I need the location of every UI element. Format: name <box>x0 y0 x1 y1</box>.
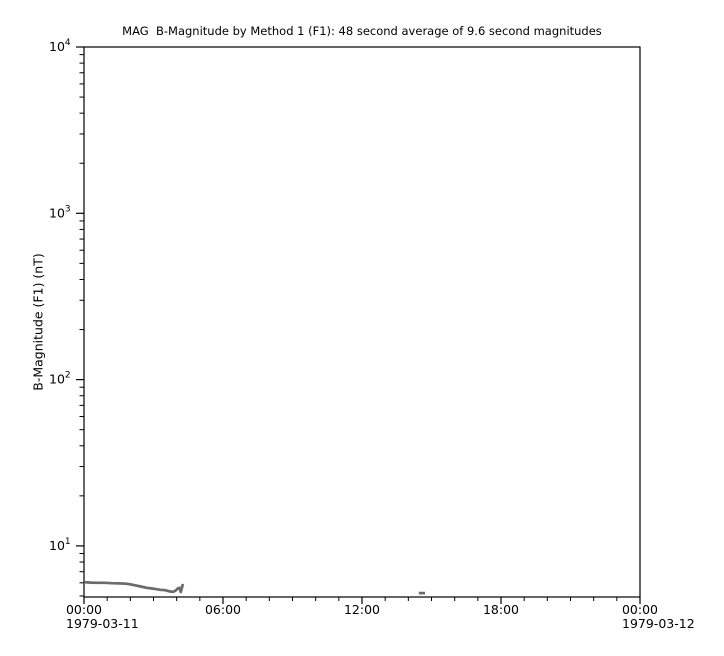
plot-border <box>83 46 641 598</box>
y-axis-tick-label: 102 <box>49 371 71 387</box>
x-axis-tick-label: 18:00 <box>483 602 519 617</box>
chart-title: MAG B-Magnitude by Method 1 (F1): 48 sec… <box>122 24 602 38</box>
y-axis-tick-label: 101 <box>49 537 71 553</box>
x-axis-tick-label: 00:00 <box>622 602 658 617</box>
x-axis-tick-label: 00:00 <box>66 602 102 617</box>
data-series-segment-1 <box>83 580 185 594</box>
x-axis-tick-label: 12:00 <box>344 602 380 617</box>
y-axis-tick-label: 103 <box>49 204 71 220</box>
x-axis-date-end: 1979-03-12 <box>622 616 695 631</box>
x-axis-tick-label: 06:00 <box>205 602 241 617</box>
x-axis-date-start: 1979-03-11 <box>66 616 139 631</box>
y-axis-tick-label: 104 <box>49 38 71 54</box>
